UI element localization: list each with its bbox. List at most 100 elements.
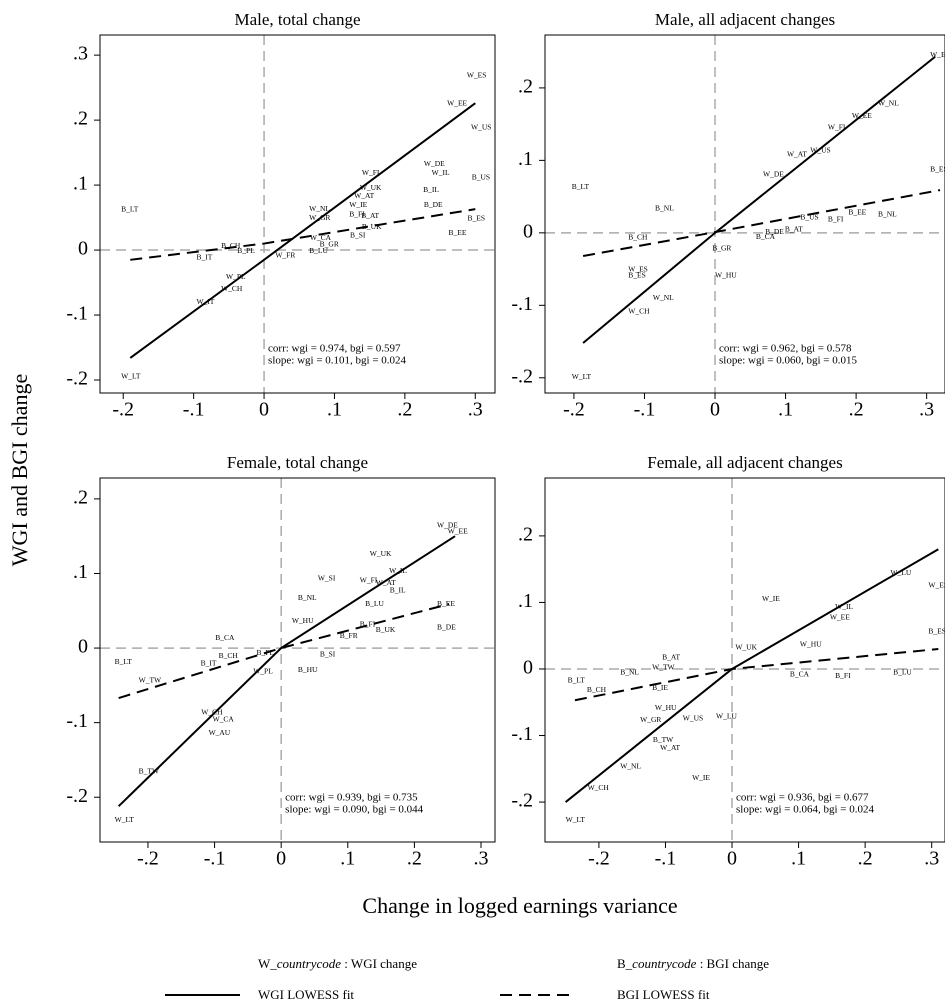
x-tick-label: .1: [778, 399, 793, 421]
point-label: W_DE: [763, 170, 784, 179]
legend-suffix: : WGI change: [341, 956, 417, 971]
point-label: W_LT: [566, 815, 586, 824]
point-label: W_TW: [652, 662, 675, 671]
point-label: B_ES: [930, 165, 945, 174]
point-label: W_GR: [640, 715, 661, 724]
fit-line: [582, 189, 941, 258]
point-label: B_LT: [568, 676, 586, 685]
legend-prefix: B_: [617, 956, 633, 971]
x-tick-label: -.2: [563, 399, 585, 421]
point-label: W_HU: [800, 640, 822, 649]
point-label: W_CH: [588, 783, 610, 792]
point-label: B_FI: [360, 620, 376, 629]
x-tick-label: 0: [710, 399, 720, 421]
point-label: B_SI: [320, 649, 336, 658]
point-label: B_ES: [928, 626, 945, 635]
point-label: B_CH: [219, 651, 239, 660]
point-label: W_HU: [655, 703, 677, 712]
plot-frame: [99, 477, 496, 843]
stats-annotation: slope: wgi = 0.060, bgi = 0.015: [719, 355, 857, 367]
legend-entry: W_countrycode : WGI change: [258, 956, 417, 971]
x-tick-label: .2: [407, 848, 422, 870]
point-label: B_GR: [320, 240, 339, 249]
y-tick-label: .2: [518, 523, 533, 545]
x-tick-label: -.1: [183, 399, 205, 421]
point-label: W_AT: [787, 149, 807, 158]
x-tick-label: .2: [858, 848, 873, 870]
point-label: W_DE: [424, 159, 445, 168]
point-label: W_AT: [376, 578, 396, 587]
plot-frame: [544, 34, 945, 394]
x-tick-label: 0: [259, 399, 269, 421]
point-label: B_LU: [365, 599, 384, 608]
point-label: B_IT: [201, 658, 217, 667]
point-label: W_IE: [762, 594, 780, 603]
point-label: B_TW: [653, 735, 674, 744]
point-label: B_ES: [628, 270, 646, 279]
point-label: W_EE: [448, 526, 468, 535]
y-tick-label: -.1: [66, 303, 88, 325]
point-label: B_NL: [878, 209, 897, 218]
y-tick-label: .1: [518, 148, 533, 170]
point-label: B_US: [800, 212, 818, 221]
y-tick-label: -.2: [511, 365, 533, 387]
point-label: W_LU: [716, 712, 737, 721]
point-label: W_US: [683, 714, 703, 723]
point-label: W_CH: [221, 284, 243, 293]
x-tick-label: .2: [397, 399, 412, 421]
point-label: B_NL: [298, 593, 317, 602]
point-label: B_EE: [449, 228, 467, 237]
y-tick-label: -.1: [511, 293, 533, 315]
panel-title: Male, all adjacent changes: [655, 10, 835, 29]
plot-frame: [99, 34, 496, 394]
point-label: W_PL: [253, 667, 273, 676]
x-axis-label: Change in logged earnings variance: [362, 893, 677, 918]
point-label: W_IL: [835, 602, 853, 611]
point-label: B_PL: [257, 648, 275, 657]
point-label: B_FR: [340, 631, 358, 640]
point-label: B_EE: [437, 599, 455, 608]
y-tick-label: .1: [73, 561, 88, 583]
fit-line: [574, 648, 939, 702]
point-label: W_ES: [930, 50, 945, 59]
point-label: B_CH: [587, 685, 607, 694]
y-tick-label: -.2: [511, 790, 533, 812]
point-label: B_FI: [349, 210, 365, 219]
plot-area: W_LU W_ES W_IE W_ILW_EE W_HU W_UK B_ES B_LU B_FI…: [545, 478, 945, 842]
point-label: W_AU: [209, 728, 231, 737]
point-label: B_CA: [790, 670, 810, 679]
point-label: B_CA: [215, 633, 235, 642]
y-tick-label: 0: [523, 657, 533, 679]
point-label: W_UK: [360, 183, 382, 192]
fit-line: [129, 102, 476, 359]
y-tick-label: -.1: [66, 710, 88, 732]
point-label: W_SI: [318, 573, 336, 582]
y-tick-label: 0: [78, 238, 88, 260]
point-label: W_DE: [437, 520, 458, 529]
y-tick-label: .1: [73, 173, 88, 195]
y-tick-label: 0: [78, 636, 88, 658]
point-label: W_LT: [121, 371, 141, 380]
point-label: W_HU: [715, 270, 737, 279]
point-label: W_TW: [139, 676, 162, 685]
point-label: B_TW: [139, 767, 160, 776]
point-label: W_LT: [572, 372, 592, 381]
point-label: B_AT: [361, 211, 379, 220]
panel-title: Female, total change: [227, 453, 368, 472]
stats-annotation: corr: wgi = 0.962, bgi = 0.578: [719, 343, 852, 355]
point-label: B_SI: [350, 230, 366, 239]
point-label: W_IL: [432, 168, 450, 177]
point-label: W_EE: [830, 612, 850, 621]
point-label: W_AT: [660, 743, 680, 752]
point-label: W_IE: [349, 200, 367, 209]
legend-prefix: W_: [258, 956, 277, 971]
legend-label: WGI LOWESS fit: [258, 987, 354, 1002]
point-label: W_US: [471, 123, 491, 132]
point-label: B_DE: [424, 200, 443, 209]
point-label: W_AT: [354, 191, 374, 200]
point-label: B_LU: [309, 246, 328, 255]
point-label: W_IE: [692, 773, 710, 782]
y-tick-label: .2: [73, 486, 88, 508]
x-tick-label: .3: [924, 848, 939, 870]
x-tick-label: -.1: [634, 399, 656, 421]
